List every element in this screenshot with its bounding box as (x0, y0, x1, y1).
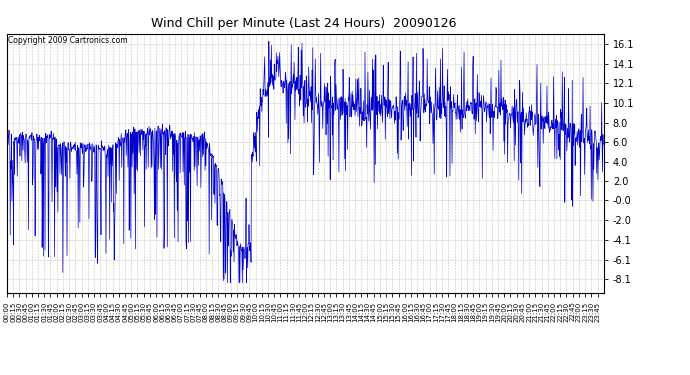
Text: Wind Chill per Minute (Last 24 Hours)  20090126: Wind Chill per Minute (Last 24 Hours) 20… (151, 17, 456, 30)
Text: Copyright 2009 Cartronics.com: Copyright 2009 Cartronics.com (8, 36, 128, 45)
